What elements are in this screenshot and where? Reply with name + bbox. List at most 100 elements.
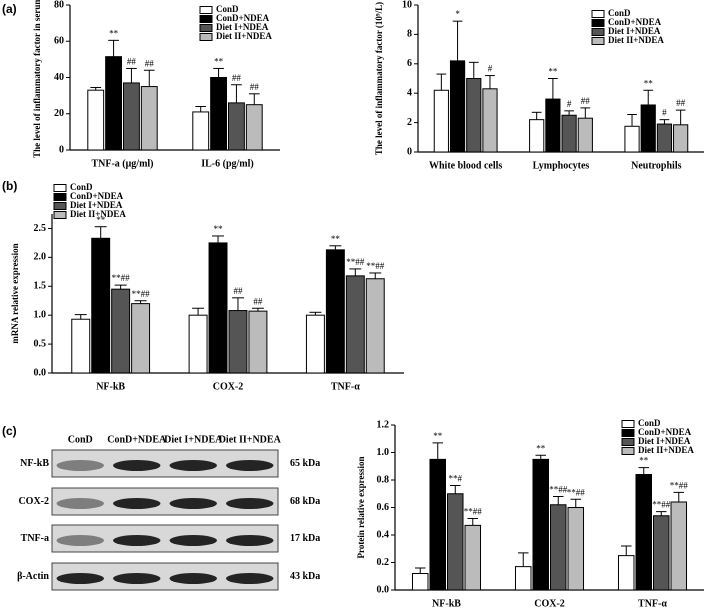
error-bar: [231, 297, 244, 311]
blot-row-label: TNF-a: [21, 533, 49, 544]
error-bar: [231, 84, 242, 103]
y-tick-label: 8: [407, 29, 412, 40]
error-bar: [564, 110, 574, 116]
bar: [433, 89, 449, 153]
blot-band: [56, 573, 104, 584]
legend-label: Diet II+NDEA: [216, 31, 272, 41]
legend-swatch: [591, 19, 605, 27]
blot-band: [56, 460, 104, 471]
significance-label: ##: [145, 58, 155, 68]
bar: [71, 318, 91, 374]
legend-swatch: [53, 193, 67, 201]
x-tick-label: COX-2: [534, 598, 565, 609]
legend-swatch: [621, 447, 635, 455]
legend-swatch: [199, 6, 213, 14]
bar: [447, 493, 464, 591]
bar: [105, 56, 123, 151]
legend-label: Diet II+NDEA: [638, 445, 694, 455]
bar: [561, 114, 577, 153]
panel-label: (a): [2, 2, 17, 16]
y-tick-label: 0.6: [377, 502, 390, 513]
blot-row-label: COX-2: [18, 496, 49, 507]
y-tick-label: 20: [54, 108, 64, 119]
significance-label: **: [109, 28, 119, 38]
error-bar: [349, 268, 362, 276]
y-tick-label: 0.5: [34, 338, 47, 349]
bar: [248, 310, 268, 374]
blot-band: [113, 573, 161, 584]
error-bar: [436, 73, 447, 91]
bar: [208, 242, 228, 374]
blot-band: [113, 535, 161, 546]
error-bar: [74, 314, 87, 320]
y-tick-label: 60: [54, 36, 64, 47]
legend-swatch: [199, 33, 213, 41]
significance-label: ##: [676, 98, 686, 108]
significance-label: **: [548, 67, 558, 77]
blot-band: [56, 535, 104, 546]
significance-label: **##: [132, 289, 151, 299]
bar: [449, 60, 466, 153]
blot-row-label: NF-kB: [20, 458, 49, 469]
legend-label: ConD+NDEA: [608, 17, 662, 27]
y-axis-label: The level of inflammatory factor in seru…: [32, 0, 42, 158]
x-tick-label: COX-2: [213, 381, 244, 392]
significance-label: **##: [366, 261, 385, 271]
bar: [550, 504, 567, 591]
y-tick-label: 1.0: [377, 447, 390, 458]
error-bar: [90, 86, 102, 91]
error-bar: [580, 107, 591, 119]
bar: [228, 310, 248, 374]
error-bar: [553, 496, 564, 505]
significance-label: ##: [232, 73, 242, 83]
legend-label: ConD+NDEA: [216, 13, 270, 23]
blot-band: [169, 535, 217, 546]
significance-label: ##: [253, 296, 263, 306]
y-tick-label: 1.5: [34, 281, 47, 292]
legend-label: Diet II+NDEA: [608, 35, 664, 45]
significance-label: ##: [127, 57, 137, 67]
legend-swatch: [199, 24, 213, 32]
legend-label: Diet II+NDEA: [70, 209, 126, 219]
significance-label: **##: [464, 507, 483, 517]
y-tick-label: 10: [402, 0, 412, 10]
legend-label: Diet I+NDEA: [608, 26, 661, 36]
blot-strip: [51, 487, 279, 516]
bar: [624, 125, 640, 153]
legend-label: ConD: [638, 418, 661, 428]
error-bar: [535, 454, 546, 460]
x-tick-label: Neutrophils: [631, 160, 681, 171]
blot-band: [226, 460, 274, 471]
error-bar: [452, 20, 463, 61]
blot-band: [169, 460, 217, 471]
significance-label: **: [331, 234, 341, 244]
y-tick-label: 0.4: [377, 529, 390, 540]
y-axis-label: mRNA relative expression: [10, 243, 20, 343]
significance-label: **##: [346, 257, 365, 267]
error-bar: [570, 498, 582, 508]
blot-band: [113, 460, 161, 471]
y-tick-label: 0.2: [377, 557, 390, 568]
blot-band: [169, 573, 217, 584]
bar: [514, 566, 532, 591]
error-bar: [531, 111, 542, 120]
error-bar: [485, 75, 495, 89]
x-tick-label: IL-6 (pg/ml): [201, 158, 254, 169]
significance-label: **: [536, 443, 546, 453]
blot-band: [226, 573, 274, 584]
bar: [91, 237, 111, 374]
blot-column-label: Diet II+NDEA: [219, 434, 282, 445]
error-bar: [134, 300, 147, 304]
blot-band: [226, 535, 274, 546]
error-bar: [309, 311, 322, 316]
bar: [123, 82, 140, 151]
bar: [429, 458, 446, 591]
bar: [365, 278, 385, 374]
bar: [345, 275, 365, 374]
blot-band: [226, 498, 274, 509]
blot-band: [56, 498, 104, 509]
error-bar: [212, 235, 225, 243]
legend-label: Diet I+NDEA: [70, 200, 123, 210]
y-tick-label: 80: [54, 0, 64, 10]
